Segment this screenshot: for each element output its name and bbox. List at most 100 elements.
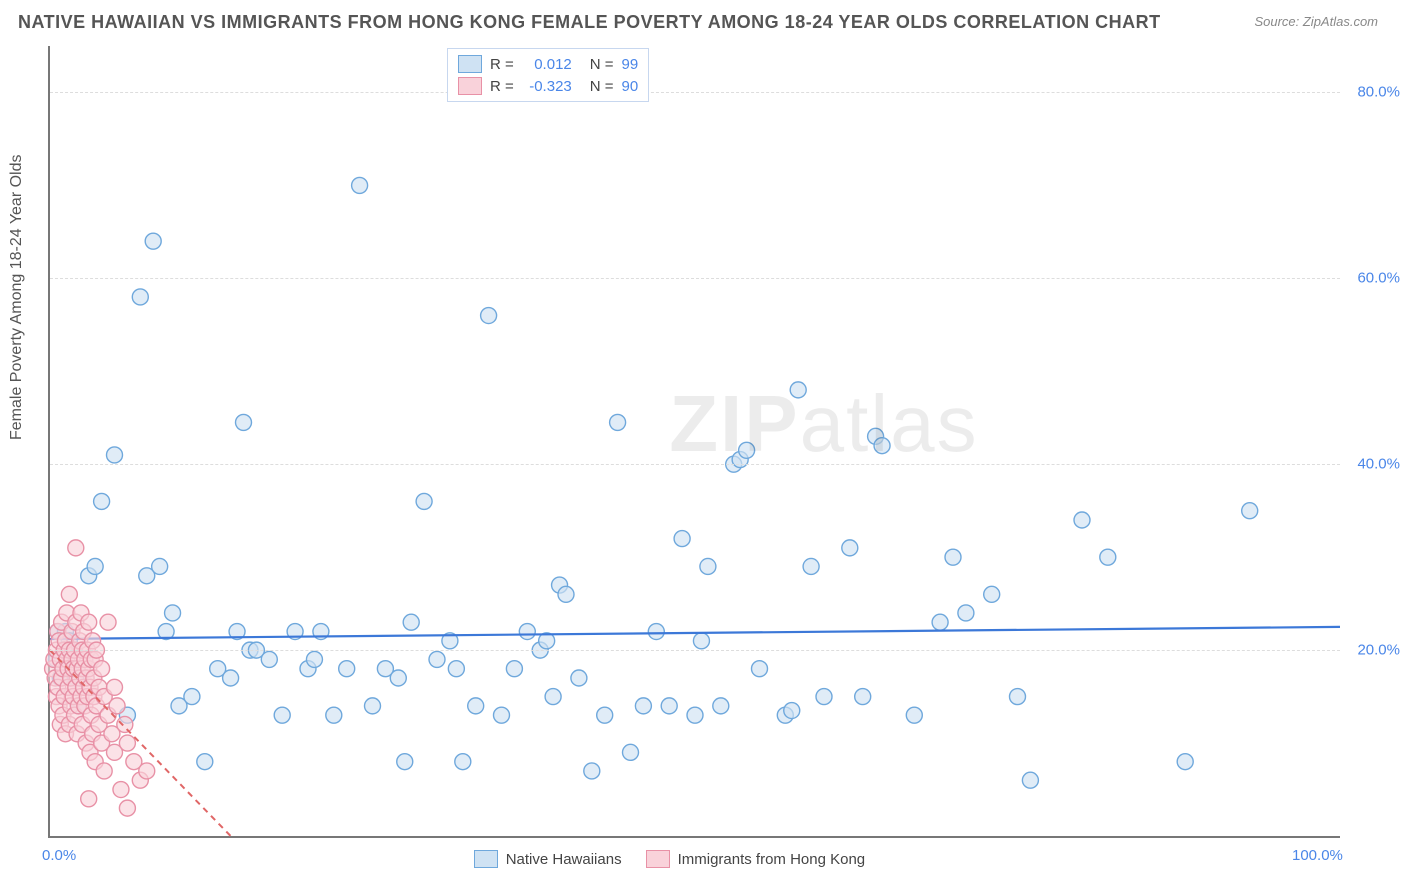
plot-svg	[50, 46, 1340, 836]
data-point	[1242, 503, 1258, 519]
y-tick-label: 80.0%	[1345, 84, 1400, 101]
data-point	[932, 614, 948, 630]
data-point	[790, 382, 806, 398]
data-point	[494, 707, 510, 723]
data-point	[165, 605, 181, 621]
y-tick-label: 60.0%	[1345, 270, 1400, 287]
legend-label: Immigrants from Hong Kong	[678, 851, 866, 868]
data-point	[635, 698, 651, 714]
data-point	[132, 289, 148, 305]
data-point	[274, 707, 290, 723]
series-legend: Native Hawaiians Immigrants from Hong Kon…	[474, 850, 865, 868]
data-point	[96, 763, 112, 779]
data-point	[816, 689, 832, 705]
data-point	[448, 661, 464, 677]
y-axis-label: Female Poverty Among 18-24 Year Olds	[8, 155, 26, 441]
n-label: N =	[590, 56, 614, 73]
data-point	[506, 661, 522, 677]
data-point	[455, 754, 471, 770]
data-point	[661, 698, 677, 714]
data-point	[1074, 512, 1090, 528]
data-point	[1177, 754, 1193, 770]
data-point	[1010, 689, 1026, 705]
gridline	[50, 278, 1340, 279]
data-point	[236, 414, 252, 430]
r-label: R =	[490, 56, 514, 73]
data-point	[81, 791, 97, 807]
n-value: 99	[622, 56, 639, 73]
data-point	[784, 703, 800, 719]
scatter-chart: ZIPatlas 20.0%40.0%60.0%80.0%0.0%100.0%	[48, 46, 1340, 838]
data-point	[139, 763, 155, 779]
data-point	[416, 493, 432, 509]
data-point	[223, 670, 239, 686]
data-point	[397, 754, 413, 770]
legend-swatch	[458, 55, 482, 73]
legend-row: R = -0.323 N = 90	[458, 75, 638, 97]
data-point	[68, 540, 84, 556]
x-tick-label: 0.0%	[42, 847, 76, 864]
legend-item: Native Hawaiians	[474, 850, 622, 868]
data-point	[403, 614, 419, 630]
data-point	[390, 670, 406, 686]
data-point	[306, 651, 322, 667]
trend-line	[50, 650, 231, 836]
chart-title: NATIVE HAWAIIAN VS IMMIGRANTS FROM HONG …	[18, 12, 1161, 33]
data-point	[519, 624, 535, 640]
legend-row: R = 0.012 N = 99	[458, 53, 638, 75]
data-point	[906, 707, 922, 723]
data-point	[842, 540, 858, 556]
data-point	[545, 689, 561, 705]
data-point	[109, 698, 125, 714]
data-point	[468, 698, 484, 714]
data-point	[693, 633, 709, 649]
data-point	[352, 177, 368, 193]
data-point	[197, 754, 213, 770]
data-point	[61, 586, 77, 602]
data-point	[365, 698, 381, 714]
data-point	[571, 670, 587, 686]
data-point	[1100, 549, 1116, 565]
data-point	[87, 558, 103, 574]
legend-label: Native Hawaiians	[506, 851, 622, 868]
r-value: 0.012	[522, 56, 572, 73]
data-point	[94, 493, 110, 509]
data-point	[855, 689, 871, 705]
gridline	[50, 464, 1340, 465]
data-point	[752, 661, 768, 677]
data-point	[119, 800, 135, 816]
n-value: 90	[622, 78, 639, 95]
data-point	[184, 689, 200, 705]
data-point	[874, 438, 890, 454]
legend-swatch	[646, 850, 670, 868]
data-point	[648, 624, 664, 640]
y-tick-label: 20.0%	[1345, 642, 1400, 659]
data-point	[739, 442, 755, 458]
data-point	[584, 763, 600, 779]
data-point	[687, 707, 703, 723]
data-point	[803, 558, 819, 574]
data-point	[119, 735, 135, 751]
n-label: N =	[590, 78, 614, 95]
data-point	[113, 782, 129, 798]
gridline	[50, 650, 1340, 651]
data-point	[339, 661, 355, 677]
data-point	[152, 558, 168, 574]
data-point	[958, 605, 974, 621]
data-point	[107, 447, 123, 463]
r-label: R =	[490, 78, 514, 95]
data-point	[145, 233, 161, 249]
legend-item: Immigrants from Hong Kong	[646, 850, 866, 868]
source-label: Source: ZipAtlas.com	[1254, 14, 1378, 29]
data-point	[945, 549, 961, 565]
legend-swatch	[458, 77, 482, 95]
data-point	[429, 651, 445, 667]
data-point	[261, 651, 277, 667]
correlation-legend: R = 0.012 N = 99 R = -0.323 N = 90	[447, 48, 649, 102]
r-value: -0.323	[522, 78, 572, 95]
data-point	[610, 414, 626, 430]
data-point	[558, 586, 574, 602]
data-point	[481, 308, 497, 324]
data-point	[700, 558, 716, 574]
x-tick-label: 100.0%	[1292, 847, 1343, 864]
